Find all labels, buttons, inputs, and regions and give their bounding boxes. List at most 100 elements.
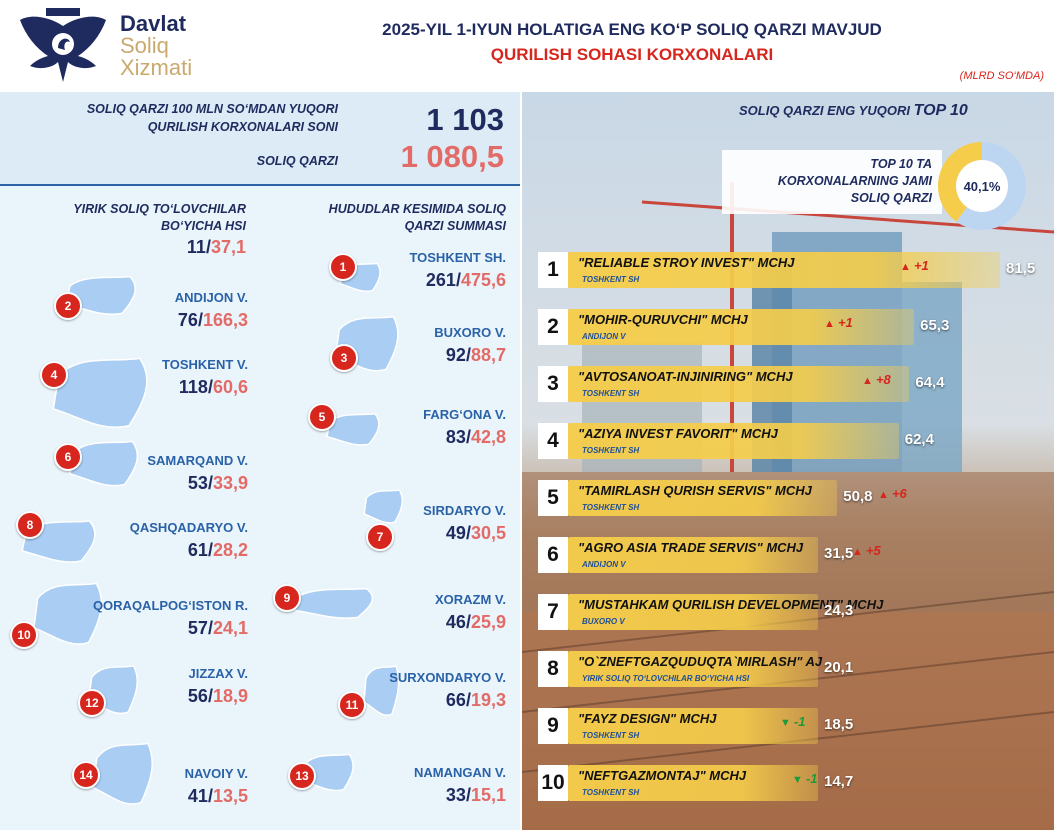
triangle-up-icon: ▲ — [852, 546, 866, 558]
region-rank-badge: 11 — [338, 691, 366, 719]
region-map-shape — [293, 587, 374, 619]
regions-heading-line2: QARZI SUMMASI — [404, 219, 506, 233]
region-name: SIRDARYO V. — [423, 503, 506, 518]
top10-rank: 9 — [538, 708, 568, 744]
large-taxpayers-label-line1: YIRIK SOLIQ TO‘LOVCHILAR — [73, 202, 246, 216]
region-map-shape — [65, 275, 136, 315]
top10-rank: 5 — [538, 480, 568, 516]
donut-hole — [956, 160, 1008, 212]
value-separator: / — [207, 686, 213, 706]
region-debt: 33,9 — [212, 473, 248, 493]
region-company-count: 33 — [445, 785, 466, 805]
region-rank-badge: 5 — [308, 403, 336, 431]
region-value: 92/88,7 — [266, 345, 506, 366]
rank-up-indicator: ▲ +1 — [900, 258, 929, 273]
top10-rank: 10 — [538, 765, 568, 801]
triangle-up-icon: ▲ — [824, 318, 838, 330]
top10-heading: SOLIQ QARZI ENG YUQORI TOP 10 — [739, 102, 968, 120]
region-debt: 60,6 — [212, 377, 248, 397]
region-map-shape — [69, 440, 139, 487]
region-debt: 15,1 — [470, 785, 506, 805]
value-separator: / — [465, 690, 471, 710]
debt-label: SOLIQ QARZI — [256, 154, 338, 168]
top10-company-name: "TAMIRLASH QURISH SERVIS" MCHJ — [578, 483, 812, 498]
value-separator: / — [465, 523, 471, 543]
right-panel: SOLIQ QARZI ENG YUQORI TOP 10 TOP 10 TA … — [522, 92, 1054, 830]
top10-company-name: "AGRO ASIA TRADE SERVIS" MCHJ — [578, 540, 804, 555]
top10-bar — [568, 765, 818, 801]
region-value: 56/18,9 — [8, 686, 248, 707]
region-debt: 24,1 — [212, 618, 248, 638]
value-separator: / — [465, 345, 471, 365]
rank-change-value: +1 — [913, 258, 929, 273]
region-value: 76/166,3 — [8, 310, 248, 331]
value-separator: / — [197, 310, 203, 330]
region-value: 41/13,5 — [8, 786, 248, 807]
rank-change-value: +5 — [865, 543, 881, 558]
top10-debt-value: 14,7 — [824, 773, 854, 790]
top10-debt-value: 20,1 — [824, 659, 854, 676]
region-name: QASHQADARYO V. — [129, 520, 248, 535]
region-name: JIZZAX V. — [188, 666, 248, 681]
region-name: SURXONDARYO V. — [389, 670, 506, 685]
region-rank-badge: 9 — [273, 584, 301, 612]
top10-company-name: "AVTOSANOAT-INJINIRING" MCHJ — [578, 369, 793, 384]
value-separator: / — [207, 473, 213, 493]
page-title-line1: 2025-YIL 1-IYUN HOLATIGA ENG KO‘P SOLIQ … — [382, 20, 882, 39]
top10-company-region: TOSHKENT SH — [582, 446, 640, 455]
rank-change-value: +1 — [837, 315, 853, 330]
value-separator: / — [207, 786, 213, 806]
region-value: 118/60,6 — [8, 377, 248, 398]
top10-company-name: "FAYZ DESIGN" MCHJ — [578, 711, 717, 726]
top10-company-region: YIRIK SOLIQ TO‘LOVCHILAR BO‘YICHA HSI — [582, 674, 750, 683]
top10-company-region: BUXORO V — [582, 617, 625, 626]
region-debt: 42,8 — [470, 427, 506, 447]
top10-bar — [568, 708, 818, 744]
region-debt: 13,5 — [212, 786, 248, 806]
region-debt: 88,7 — [470, 345, 506, 365]
large-taxpayers-debt: 37,1 — [210, 237, 246, 257]
top10-company-region: TOSHKENT SH — [582, 503, 640, 512]
region-map-shape — [52, 357, 148, 428]
top10-bar — [568, 651, 818, 687]
logo-text-xizmati: Xizmati — [120, 55, 193, 80]
region-map-shape — [326, 413, 380, 446]
region-rank-badge: 14 — [72, 761, 100, 789]
region-name: QORAQALPOG‘ISTON R. — [92, 598, 248, 613]
top10-heading-suffix: TOP 10 — [913, 102, 968, 119]
region-company-count: 41 — [187, 786, 208, 806]
value-separator: / — [465, 427, 471, 447]
top10-company-region: TOSHKENT SH — [582, 788, 640, 797]
region-company-count: 118 — [178, 377, 208, 397]
triangle-down-icon: ▼ — [792, 774, 806, 786]
region-map-shape — [33, 582, 103, 645]
total-debt-value: 1 080,5 — [400, 139, 504, 174]
rank-down-indicator: ▼ -1 — [780, 714, 806, 729]
region-rank-badge: 7 — [366, 523, 394, 551]
top10-bar — [568, 366, 910, 402]
rank-up-indicator: ▲ +8 — [862, 372, 891, 387]
rank-change-value: +6 — [891, 486, 907, 501]
region-map-shape — [363, 489, 404, 524]
count-label-line2: QURILISH KORXONALARI SONI — [147, 120, 338, 134]
region-rank-badge: 8 — [16, 511, 44, 539]
value-separator: / — [465, 612, 471, 632]
region-rank-badge: 1 — [329, 253, 357, 281]
share-caption-line3: SOLIQ QARZI — [850, 191, 932, 205]
value-separator: / — [207, 618, 213, 638]
value-separator: / — [455, 270, 461, 290]
top10-rank: 8 — [538, 651, 568, 687]
donut-center-label: 40,1% — [964, 179, 1001, 194]
top10-bar — [568, 537, 818, 573]
top10-debt-value: 24,3 — [824, 602, 854, 619]
large-taxpayers-value: 11/37,1 — [10, 237, 246, 258]
share-caption-line1: TOP 10 TA — [870, 157, 932, 171]
region-debt: 28,2 — [212, 540, 248, 560]
top10-debt-value: 81,5 — [1006, 260, 1036, 277]
region-debt: 18,9 — [212, 686, 248, 706]
region-rank-badge: 4 — [40, 361, 68, 389]
region-value: 46/25,9 — [266, 612, 506, 633]
region-company-count: 76 — [177, 310, 198, 330]
region-company-count: 49 — [445, 523, 466, 543]
top10-share-donut: 40,1% — [938, 142, 1026, 230]
